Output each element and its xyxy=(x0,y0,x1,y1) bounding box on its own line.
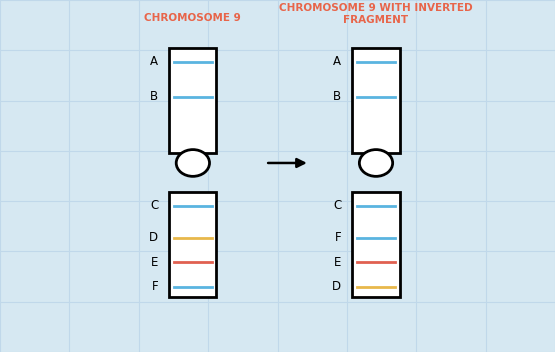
Text: A: A xyxy=(334,55,341,68)
Text: C: C xyxy=(150,200,158,212)
Bar xyxy=(352,48,400,153)
Text: D: D xyxy=(332,281,341,293)
Text: B: B xyxy=(150,90,158,103)
Text: E: E xyxy=(334,256,341,269)
Bar xyxy=(169,192,216,297)
Text: A: A xyxy=(150,55,158,68)
Text: E: E xyxy=(151,256,158,269)
Text: B: B xyxy=(333,90,341,103)
Ellipse shape xyxy=(360,150,392,176)
Bar xyxy=(352,192,400,297)
Bar xyxy=(169,48,216,153)
Text: C: C xyxy=(333,200,341,212)
Text: CHROMOSOME 9: CHROMOSOME 9 xyxy=(144,13,241,23)
Text: CHROMOSOME 9 WITH INVERTED
FRAGMENT: CHROMOSOME 9 WITH INVERTED FRAGMENT xyxy=(279,3,473,25)
Text: F: F xyxy=(152,281,158,293)
Ellipse shape xyxy=(176,150,210,176)
Text: D: D xyxy=(149,231,158,244)
Text: F: F xyxy=(335,231,341,244)
